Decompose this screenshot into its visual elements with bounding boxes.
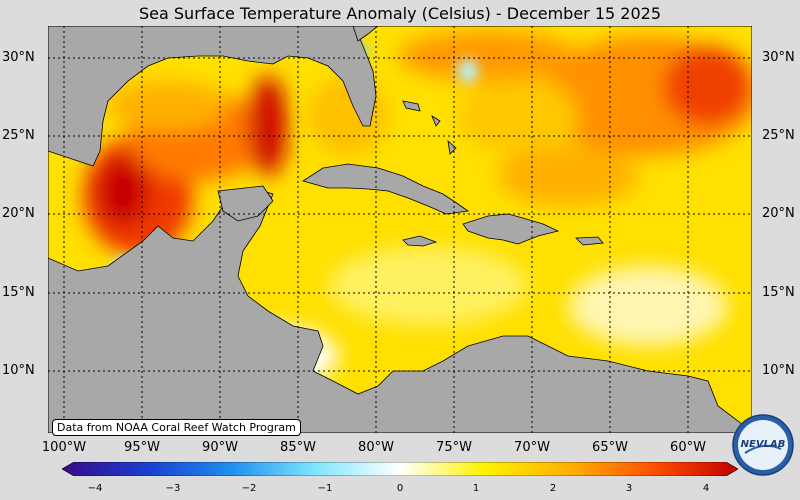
colorbar-tick: 2: [549, 483, 557, 494]
colorbar-tick: 4: [702, 483, 710, 494]
colorbar: [62, 462, 738, 476]
colorbar-tick: −1: [317, 483, 333, 494]
lon-label-100w: 100°W: [41, 440, 87, 455]
colorbar-tick: 0: [396, 483, 404, 494]
lon-label-95w: 95°W: [124, 440, 160, 455]
lat-label-30n: 30°N: [2, 50, 35, 65]
logo-text: NEVLAB: [741, 439, 786, 450]
colorbar-tick: 1: [472, 483, 480, 494]
lat-label-25n: 25°N: [2, 128, 35, 143]
colorbar-tick: −4: [87, 483, 103, 494]
lon-label-90w: 90°W: [202, 440, 238, 455]
lat-label-15n: 15°N: [2, 285, 35, 300]
lon-label-70w: 70°W: [514, 440, 550, 455]
graticule: [48, 26, 752, 433]
lon-label-80w: 80°W: [358, 440, 394, 455]
sst-anomaly-map: [48, 26, 752, 433]
lat-label-15n-right: 15°N: [762, 285, 795, 300]
lon-label-65w: 65°W: [592, 440, 628, 455]
lon-label-60w: 60°W: [670, 440, 706, 455]
lat-label-25n-right: 25°N: [762, 128, 795, 143]
lat-label-20n: 20°N: [2, 206, 35, 221]
colorbar-tick: −2: [241, 483, 257, 494]
map-title: Sea Surface Temperature Anomaly (Celsius…: [139, 4, 661, 23]
data-credit: Data from NOAA Coral Reef Watch Program: [52, 419, 301, 436]
lat-label-10n-right: 10°N: [762, 363, 795, 378]
lon-label-75w: 75°W: [436, 440, 472, 455]
land: [48, 26, 752, 433]
colorbar-tick: 3: [625, 483, 633, 494]
lat-label-30n-right: 30°N: [762, 50, 795, 65]
lat-label-10n: 10°N: [2, 363, 35, 378]
nevlab-logo: NEVLAB: [732, 414, 794, 476]
lat-label-20n-right: 20°N: [762, 206, 795, 221]
colorbar-tick: −3: [165, 483, 181, 494]
lon-label-85w: 85°W: [280, 440, 316, 455]
